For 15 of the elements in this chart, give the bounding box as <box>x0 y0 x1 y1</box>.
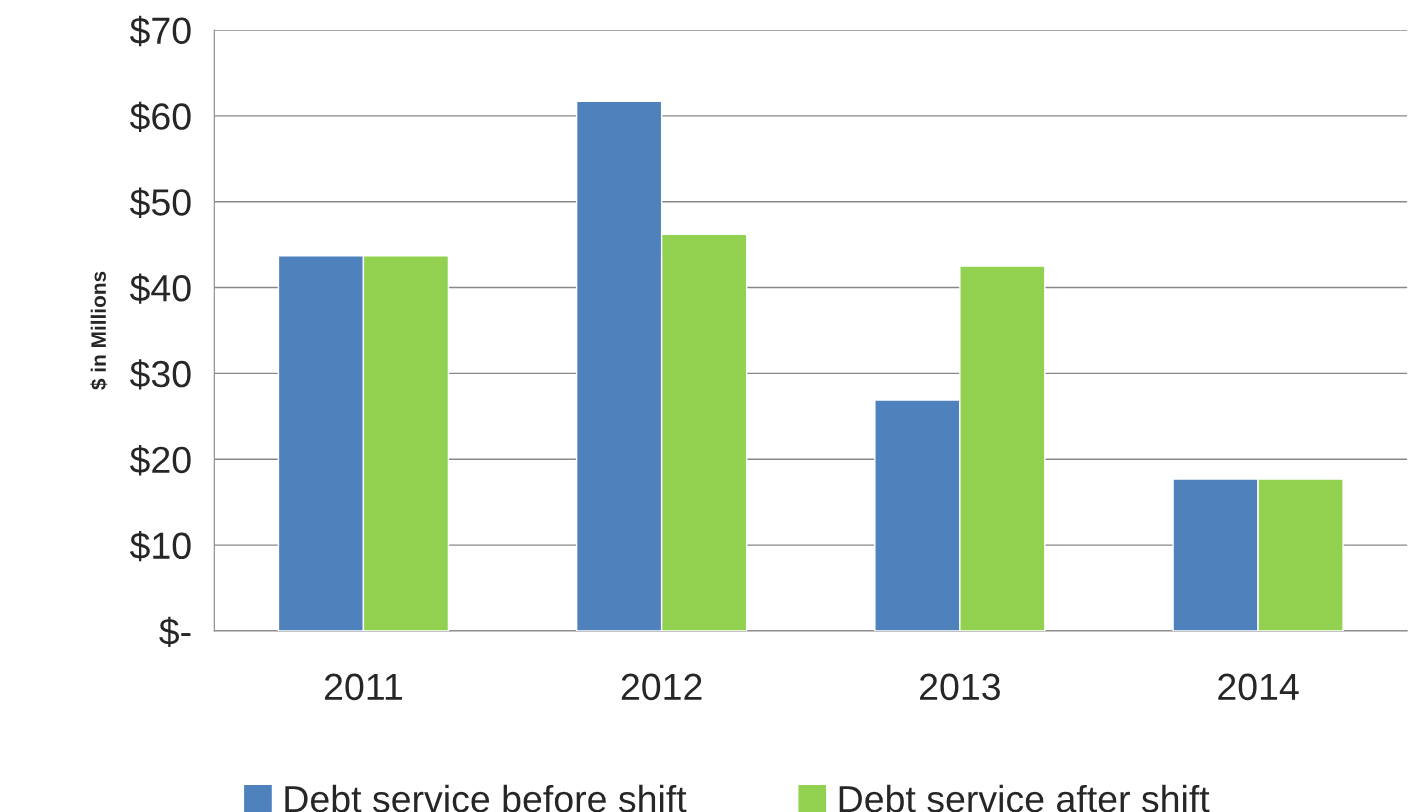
legend-label: Debt service before shift <box>285 784 687 812</box>
y-tick-label: $- <box>159 616 191 648</box>
legend-label: Debt service after shift <box>839 784 1210 812</box>
x-tick-label: 2014 <box>1218 673 1299 701</box>
x-tick-label: 2011 <box>324 673 402 701</box>
y-tick-label: $60 <box>129 101 191 133</box>
y-tick-label: $10 <box>129 530 191 562</box>
y-tick-label: $20 <box>129 445 191 476</box>
y-tick-label: $40 <box>129 273 191 304</box>
y-tick-label: $30 <box>129 359 191 390</box>
x-tick-label: 2013 <box>920 673 1000 701</box>
x-tick-label: 2012 <box>621 673 702 701</box>
y-tick-label: $50 <box>129 187 191 218</box>
y-tick-label: $70 <box>129 15 191 47</box>
y-axis-title: $ in Millions <box>90 271 108 390</box>
